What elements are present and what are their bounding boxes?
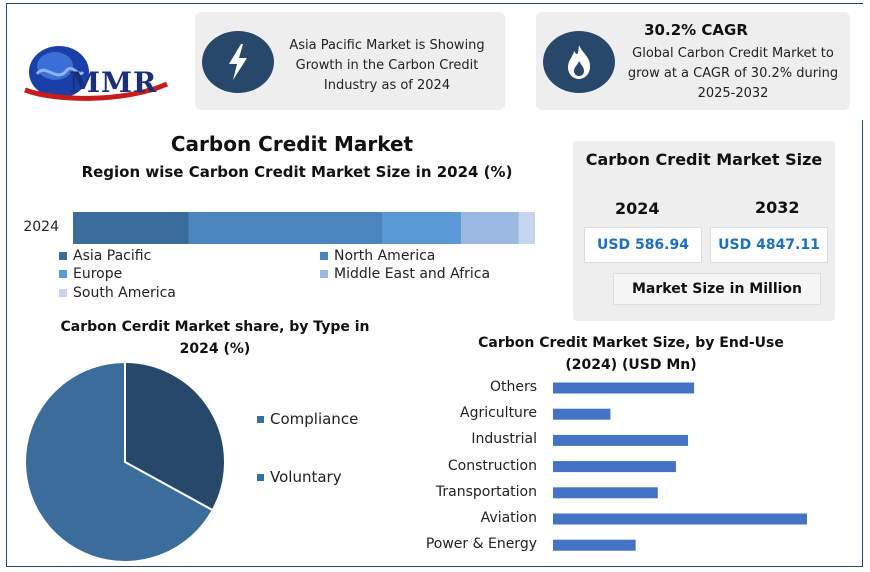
enduse-bar-agriculture	[553, 408, 611, 420]
legend-label: Compliance	[270, 410, 359, 428]
stack-segment-south-america	[518, 212, 535, 244]
globe-icon	[24, 46, 169, 101]
card-text-line: Asia Pacific Market is Showing	[289, 38, 485, 53]
pie-slice-compliance	[124, 360, 226, 512]
stack-segment-middle-east-and-africa	[461, 212, 519, 244]
enduse-bar-industrial	[553, 434, 689, 446]
chart1-title: Carbon Credit Market	[170, 132, 414, 156]
legend-label: Middle East and Africa	[334, 266, 491, 282]
enduse-bar-others	[553, 382, 695, 394]
card-text-line: grow at a CAGR of 30.2% during	[627, 66, 839, 81]
legend-swatch	[320, 270, 328, 278]
logo-text: MMR	[69, 66, 158, 99]
card-text-line: Global Carbon Credit Market to	[632, 46, 834, 61]
enduse-category-label: Others	[489, 379, 537, 395]
enduse-category-label: Power & Energy	[425, 536, 537, 553]
enduse-bar-chart	[553, 382, 807, 551]
legend-label: Europe	[73, 266, 123, 282]
enduse-bar-transportation	[553, 487, 658, 499]
legend-compliance: Compliance	[257, 410, 358, 428]
cagr-title: 30.2% CAGR	[644, 21, 748, 39]
card-text-line: Growth in the Carbon Credit	[295, 58, 479, 73]
cagr-text: Global Carbon Credit Market to grow at a…	[622, 44, 844, 104]
stack-segment-europe	[382, 212, 462, 244]
chart2-title: Carbon Cerdit Market share, by Type in 2…	[60, 319, 370, 357]
enduse-category-label: Construction	[447, 457, 537, 474]
lightning-icon	[202, 31, 274, 93]
legend-swatch	[320, 252, 328, 260]
value-2032: USD 4847.11	[710, 227, 828, 263]
header-band: MMR Asia Pacific Market is Showing Growt…	[7, 4, 864, 120]
legend-label: Voluntary	[270, 468, 342, 486]
legend-swatch	[257, 473, 264, 481]
mmr-logo: MMR	[17, 44, 177, 104]
legend-swatch	[257, 415, 264, 423]
legend-swatch	[59, 289, 67, 297]
legend-label: North America	[334, 248, 436, 264]
card-text-line: 2025-2032	[697, 86, 769, 101]
market-size-footer: Market Size in Million	[613, 273, 821, 305]
value-2024: USD 586.94	[584, 227, 702, 263]
flame-icon	[543, 31, 615, 93]
legend-voluntary: Voluntary	[257, 468, 342, 486]
legend-north-america: North America	[320, 248, 435, 264]
legend-asia-pacific: Asia Pacific	[59, 248, 151, 264]
size-card-title: Carbon Credit Market Size	[585, 150, 823, 169]
stack-segment-north-america	[188, 212, 383, 244]
chart1-subtitle: Region wise Carbon Credit Market Size in…	[81, 163, 513, 181]
market-size-card: Carbon Credit Market Size 2024 2032 USD …	[573, 141, 835, 321]
cagr-card: 30.2% CAGR Global Carbon Credit Market t…	[536, 12, 850, 110]
region-stacked-bar	[73, 212, 535, 244]
legend-swatch	[59, 270, 67, 278]
legend-south-america: South America	[59, 285, 176, 301]
legend-label: South America	[73, 285, 176, 301]
enduse-category-label: Industrial	[471, 431, 537, 448]
type-pie-chart	[24, 360, 226, 563]
pie-slice-voluntary	[24, 360, 214, 563]
stack-segment-asia-pacific	[73, 212, 189, 244]
enduse-bar-construction	[553, 461, 676, 473]
card-text-line: Industry as of 2024	[323, 78, 451, 93]
legend-swatch	[59, 252, 67, 260]
year-2024-label: 2024	[615, 199, 660, 218]
enduse-category-label: Transportation	[435, 483, 537, 500]
infographic-frame: MMR Asia Pacific Market is Showing Growt…	[6, 3, 864, 567]
enduse-category-label: Aviation	[480, 510, 537, 526]
enduse-bar-aviation	[553, 513, 807, 525]
asia-pacific-card: Asia Pacific Market is Showing Growth in…	[195, 12, 505, 110]
chart1-category-label: 2024	[23, 219, 59, 235]
enduse-category-label: Agriculture	[460, 405, 537, 422]
legend-europe: Europe	[59, 266, 122, 282]
legend-middle-east-africa: Middle East and Africa	[320, 266, 490, 282]
year-2032-label: 2032	[755, 198, 800, 217]
legend-label: Asia Pacific	[73, 248, 152, 264]
chart3-title: Carbon Credit Market Size, by End-Use (2…	[478, 335, 784, 373]
enduse-bar-power-energy	[553, 539, 636, 551]
asia-pacific-card-text: Asia Pacific Market is Showing Growth in…	[283, 36, 491, 96]
